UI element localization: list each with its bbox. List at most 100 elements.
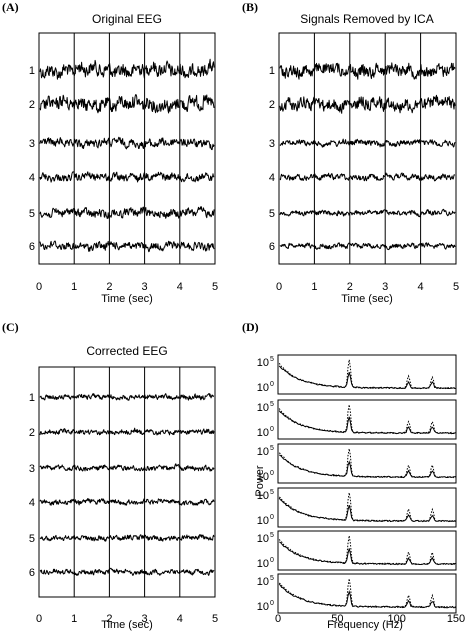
panel-a-x-label: Time (sec) (101, 293, 153, 305)
y-tick-label: 10 (257, 515, 269, 527)
y-tick-label: 10 (257, 382, 269, 394)
channel-label: 5 (29, 533, 35, 545)
spectrum-corrected-solid (278, 410, 457, 435)
panel-a: (A) Original EEG 1 2 3 4 5 6 0 1 2 3 4 5 Time (sec… (2, 0, 218, 305)
panel-b-channel-labels: 1 2 3 4 5 6 (269, 65, 275, 253)
channel-trace (279, 242, 456, 251)
panel-d-x-label: Frequency (Hz) (327, 619, 403, 631)
x-tick-label: 4 (177, 281, 183, 293)
panel-c-title: Corrected EEG (86, 344, 167, 358)
x-tick-label: 3 (142, 281, 148, 293)
spectrum-subplot: 10 510 0 (257, 573, 457, 614)
channel-trace (39, 427, 215, 436)
channel-trace (39, 567, 215, 576)
panel-c-frame (38, 366, 216, 598)
y-tick-label: 10 (257, 558, 269, 570)
spectrum-original-dotted (278, 578, 457, 609)
panel-c-traces (39, 393, 215, 576)
spectrum-frame (277, 573, 457, 614)
x-tick-label: 0 (276, 281, 282, 293)
spectrum-frame (277, 530, 457, 571)
panel-c-channel-labels: 1 2 3 4 5 6 (29, 392, 35, 579)
panel-b-title: Signals Removed by ICA (300, 12, 433, 26)
panel-b-x-ticks: 0 1 2 3 4 5 (276, 281, 459, 293)
y-tick-exponent: 0 (270, 514, 274, 521)
x-tick-label: 3 (142, 613, 148, 625)
x-tick-label: 5 (212, 613, 218, 625)
x-tick-label: 4 (418, 281, 424, 293)
x-tick-label: 100 (387, 613, 405, 625)
spectrum-corrected-solid (279, 454, 457, 479)
y-tick-exponent: 5 (270, 575, 274, 582)
y-tick-exponent: 5 (270, 489, 274, 496)
spectrum-original-dotted (278, 448, 456, 479)
channel-trace (39, 498, 215, 506)
spectrum-corrected-solid (279, 541, 457, 566)
channel-trace (279, 138, 456, 148)
channel-label: 3 (269, 138, 275, 150)
spectrum-frame (277, 487, 457, 528)
channel-label: 2 (29, 427, 35, 439)
panel-b-x-label: Time (sec) (341, 293, 393, 305)
x-tick-label: 2 (106, 281, 112, 293)
channel-trace (39, 206, 215, 219)
spectrum-original-dotted (278, 492, 457, 523)
y-tick-exponent: 0 (270, 381, 274, 388)
panel-c-x-ticks: 0 1 2 3 4 5 (36, 613, 218, 625)
channel-trace (39, 94, 215, 114)
x-tick-label: 50 (331, 613, 343, 625)
channel-label: 4 (29, 497, 35, 509)
y-tick-label: 10 (257, 576, 269, 588)
channel-trace (279, 94, 456, 114)
spectrum-corrected-solid (278, 497, 457, 523)
panel-a-letter: (A) (2, 0, 19, 14)
x-tick-label: 0 (36, 281, 42, 293)
y-tick-label: 10 (257, 357, 269, 369)
channel-trace (279, 62, 456, 80)
y-tick-label: 10 (257, 601, 269, 613)
spectrum-subplot: 10 510 0 (257, 530, 457, 571)
panel-c-grid (73, 367, 181, 597)
x-tick-label: 1 (71, 613, 77, 625)
y-tick-label: 10 (257, 490, 269, 502)
y-tick-exponent: 5 (270, 445, 274, 452)
y-tick-exponent: 0 (270, 600, 274, 607)
channel-trace (39, 240, 215, 253)
y-tick-exponent: 0 (270, 470, 274, 477)
channel-label: 1 (29, 392, 35, 404)
channel-label: 2 (29, 99, 35, 111)
spectrum-corrected-solid (278, 583, 457, 609)
y-tick-label: 10 (257, 402, 269, 414)
x-tick-label: 5 (453, 281, 459, 293)
spectrum-original-dotted (278, 404, 457, 435)
panel-a-channel-labels: 1 2 3 4 5 6 (29, 65, 35, 253)
channel-trace (279, 172, 456, 182)
x-tick-label: 150 (447, 613, 465, 625)
spectrum-original-dotted (278, 359, 457, 390)
channel-label: 6 (29, 567, 35, 579)
panel-d: (D) 10 510 010 510 010 510 010 510 010 510 010 510 0… (242, 320, 465, 631)
y-tick-exponent: 5 (270, 401, 274, 408)
panel-c: (C) Corrected EEG 1 2 3 4 5 6 0 1 2 3 4 5 Time (se… (2, 320, 218, 631)
channel-trace (39, 393, 215, 401)
x-tick-label: 2 (106, 613, 112, 625)
channel-label: 3 (29, 463, 35, 475)
y-tick-label: 10 (257, 427, 269, 439)
channel-label: 1 (29, 65, 35, 77)
x-tick-label: 4 (177, 613, 183, 625)
channel-label: 4 (29, 172, 35, 184)
channel-trace (39, 534, 215, 542)
y-tick-label: 10 (257, 471, 269, 483)
spectrum-corrected-solid (278, 365, 457, 390)
y-tick-exponent: 0 (270, 557, 274, 564)
panel-b-letter: (B) (242, 0, 258, 14)
channel-trace (39, 58, 215, 80)
panel-a-title: Original EEG (92, 12, 162, 26)
panel-b-traces (279, 62, 456, 251)
y-tick-exponent: 5 (270, 356, 274, 363)
spectrum-frame (277, 443, 457, 484)
y-tick-exponent: 5 (270, 532, 274, 539)
channel-label: 6 (29, 241, 35, 253)
x-tick-label: 0 (275, 613, 281, 625)
y-tick-label: 10 (257, 533, 269, 545)
